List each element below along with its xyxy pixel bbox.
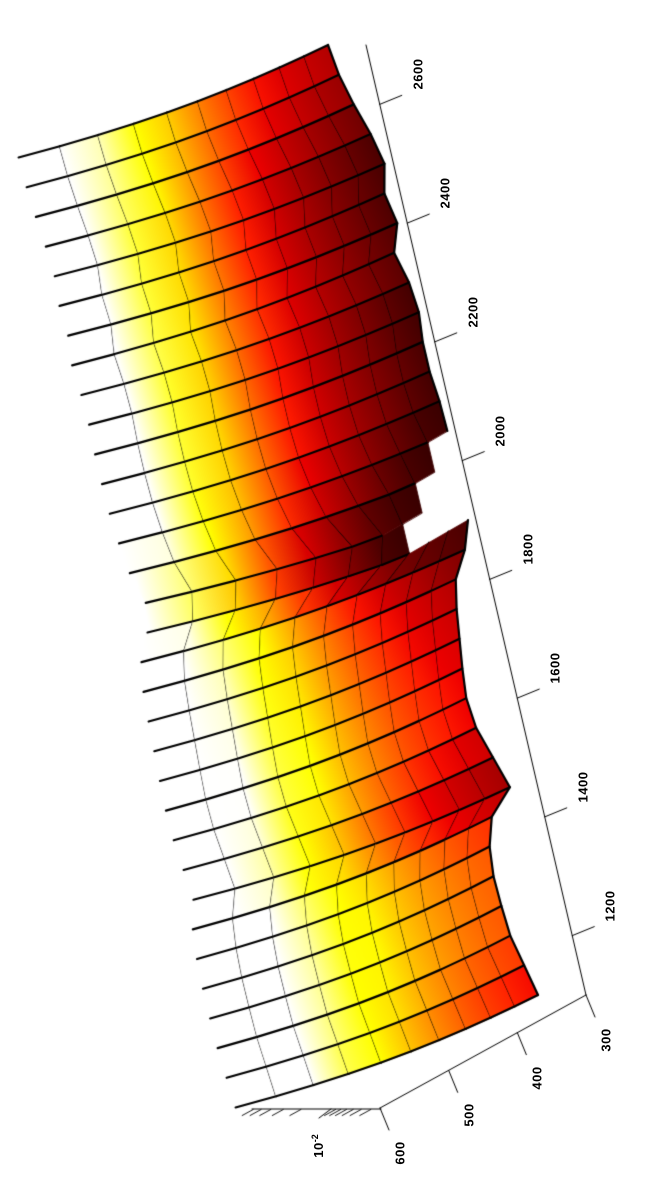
y-axis-tick-label: 300 [598, 1028, 614, 1052]
x-axis-tick-label: 1800 [520, 533, 536, 565]
x-axis-tick-label: 1600 [547, 652, 563, 684]
z-axis-tick-label: 10-2 [310, 1134, 326, 1157]
y-axis-tick-label: 400 [529, 1066, 545, 1090]
x-axis-tick-label: 2600 [410, 58, 426, 90]
y-axis-tick-label: 500 [461, 1103, 477, 1127]
x-axis-tick-label: 2000 [492, 415, 508, 447]
z-tick-base: 10 [311, 1142, 327, 1158]
x-axis-tick-label: 2200 [465, 296, 481, 328]
x-axis-tick-label: 1200 [602, 890, 618, 922]
x-axis-tick-label: 2400 [437, 177, 453, 209]
z-tick-exponent: -2 [309, 1134, 320, 1143]
x-axis-tick-label: 1400 [575, 771, 591, 803]
y-axis-tick-label: 600 [392, 1141, 408, 1165]
